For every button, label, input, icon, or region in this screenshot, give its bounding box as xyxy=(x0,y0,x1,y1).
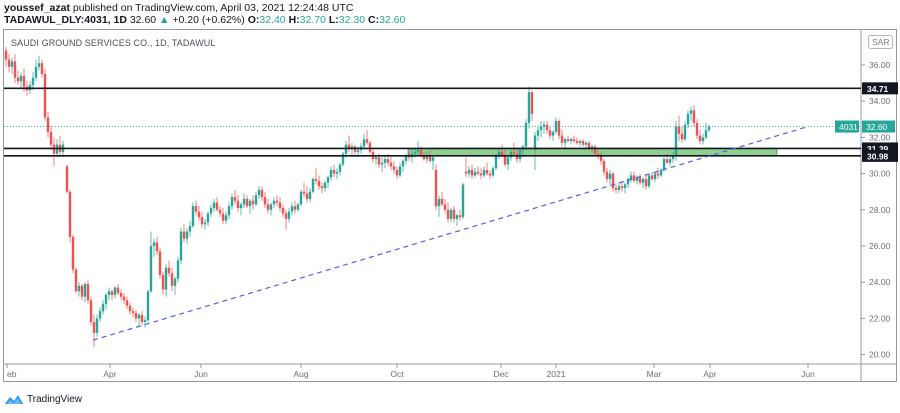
symbol-badge-label: 4031 xyxy=(839,122,858,132)
time-tick-label: Apr xyxy=(703,369,716,379)
time-tick-label: 2021 xyxy=(547,369,566,379)
time-axis[interactable]: eb Apr Jun Aug Oct Dec 2021 Mar Apr Jun xyxy=(6,364,815,379)
price-tick-label: 36.00 xyxy=(869,60,891,70)
high-value: 32.70 xyxy=(299,14,326,26)
level-price-label: 34.71 xyxy=(867,84,889,94)
currency-button[interactable]: SAR xyxy=(868,35,894,49)
price-tick-label: 20.00 xyxy=(869,350,891,360)
open-value: 32.40 xyxy=(259,14,286,26)
chart-title: SAUDI GROUND SERVICES CO., 1D, TADAWUL xyxy=(11,38,216,48)
triangle-up-icon: ▲ xyxy=(159,14,170,26)
symbol-label: TADAWUL_DLY:4031, 1D xyxy=(4,14,127,26)
level-price-label: 30.98 xyxy=(867,151,889,161)
time-tick-label: Jun xyxy=(801,369,815,379)
last-price-badge xyxy=(862,120,895,133)
level-price-label: 31.39 xyxy=(867,144,889,154)
price-tick-label: 24.00 xyxy=(869,277,891,287)
author-name[interactable]: youssef_azat xyxy=(4,2,70,14)
level-price-badge xyxy=(862,82,898,95)
low-value: 32.30 xyxy=(338,14,366,26)
trendline[interactable] xyxy=(92,125,809,341)
publish-info: youssef_azat published on TradingView.co… xyxy=(4,2,353,14)
low-label: L: xyxy=(328,14,339,26)
time-tick-label: Dec xyxy=(493,369,509,379)
time-tick-label: Aug xyxy=(293,369,308,379)
last-price: 32.60 xyxy=(129,14,157,26)
price-change: +0.20 (+0.62%) xyxy=(172,14,245,26)
tradingview-logo[interactable]: TradingView xyxy=(4,393,82,405)
price-tick-label: 32.00 xyxy=(869,132,891,142)
level-price-badge xyxy=(862,149,898,162)
price-tick-label: 22.00 xyxy=(869,313,891,323)
tradingview-brand: TradingView xyxy=(27,393,83,405)
close-value: 32.60 xyxy=(379,14,406,26)
price-tick-label: 26.00 xyxy=(869,241,891,251)
open-label: O: xyxy=(247,14,260,26)
tradingview-cloud-icon xyxy=(5,395,23,404)
price-tick-label: 30.00 xyxy=(869,169,891,179)
high-label: H: xyxy=(288,14,300,26)
time-tick-label: Mar xyxy=(647,369,662,379)
chart-frame[interactable] xyxy=(3,29,897,382)
candles xyxy=(4,46,711,348)
price-tick-label: 34.00 xyxy=(869,96,891,106)
time-tick-label: Apr xyxy=(103,369,116,379)
price-tick-label: 28.00 xyxy=(869,205,891,215)
published-text: published on TradingView.com, April 03, … xyxy=(69,2,354,14)
time-tick-label: Oct xyxy=(390,369,404,379)
symbol-info: TADAWUL_DLY:4031, 1D 32.60 ▲ +0.20 (+0.6… xyxy=(4,14,405,26)
symbol-badge xyxy=(835,120,859,133)
close-label: C: xyxy=(367,14,380,26)
price-axis[interactable]: 36.00 34.00 32.00 30.00 28.00 26.00 24.00 22.00… xyxy=(861,60,891,360)
last-price-badge-label: 32.60 xyxy=(866,122,888,132)
time-tick-label: Jun xyxy=(194,369,208,379)
time-tick-label: eb xyxy=(7,369,17,379)
